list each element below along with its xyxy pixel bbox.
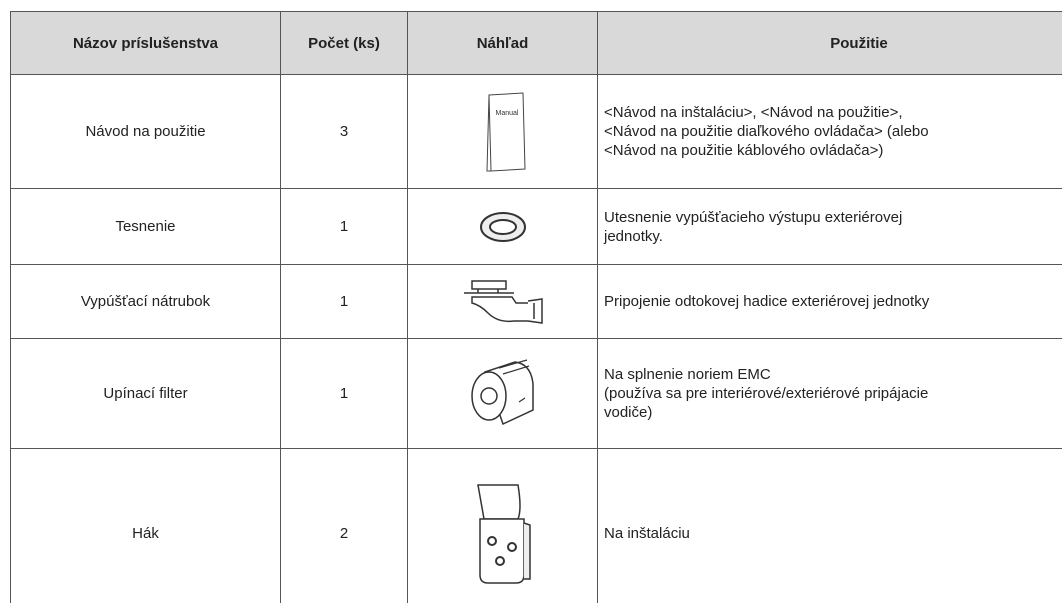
usage-cell: Na splnenie noriem EMC (používa sa pre in… [597, 338, 1062, 449]
preview-cell [407, 338, 598, 449]
accessory-table: Názov príslušenstva Počet (ks) Náhľad Po… [10, 11, 1062, 603]
row: Vypúšťací nátrubok 1 Pripojenie odtokove… [10, 264, 1062, 339]
name-cell: Návod na použitie [10, 74, 281, 189]
usage-line: Na inštaláciu [604, 525, 690, 543]
header-cell: Náhľad [407, 11, 598, 75]
row: Návod na použitie 3 Manual <Návod na inš… [10, 74, 1062, 189]
seal-icon [479, 211, 526, 242]
preview-cell [407, 188, 598, 265]
header-cell: Názov príslušenstva [10, 11, 281, 75]
usage-cell: <Návod na inštaláciu>, <Návod na použiti… [597, 74, 1062, 189]
name-cell: Tesnenie [10, 188, 281, 265]
row: Hák 2 Na inštaláciu [10, 448, 1062, 603]
hook-icon [476, 484, 531, 584]
usage-line: <Návod na inštaláciu>, <Návod na použiti… [604, 104, 903, 121]
header-row: Názov príslušenstva Počet (ks) Náhľad Po… [10, 11, 1062, 75]
row: Tesnenie 1 Utesnenie vypúšťacieho výstup… [10, 188, 1062, 265]
row: Upínací filter 1 Na splnenie noriem EMC (… [10, 338, 1062, 449]
name-cell: Hák [10, 448, 281, 603]
count-cell: 2 [280, 448, 408, 603]
usage-line: (používa sa pre interiérové/exteriérové … [604, 385, 929, 402]
usage-cell: Pripojenie odtokovej hadice exteriérovej… [597, 264, 1062, 339]
usage-cell: Na inštaláciu [597, 448, 1062, 603]
manual-label: Manual [495, 110, 518, 117]
count-cell: 3 [280, 74, 408, 189]
filter-icon [470, 358, 534, 425]
usage-line: vodiče) [604, 404, 653, 421]
preview-cell [407, 264, 598, 339]
usage-line: <Návod na použitie káblového ovládača>) [604, 142, 884, 159]
manual-icon: Manual [485, 91, 526, 172]
preview-cell: Manual [407, 74, 598, 189]
preview-cell [407, 448, 598, 603]
count-cell: 1 [280, 188, 408, 265]
name-cell: Upínací filter [10, 338, 281, 449]
count-cell: 1 [280, 338, 408, 449]
count-cell: 1 [280, 264, 408, 339]
usage-line: <Návod na použitie diaľkového ovládača> … [604, 123, 929, 140]
header-cell: Použitie [597, 11, 1062, 75]
name-cell: Vypúšťací nátrubok [10, 264, 281, 339]
usage-line: jednotky. [604, 227, 663, 245]
usage-cell: Utesnenie vypúšťacieho výstupu exteriéro… [597, 188, 1062, 265]
usage-line: Pripojenie odtokovej hadice exteriérovej… [604, 293, 930, 310]
usage-line: Utesnenie vypúšťacieho výstupu exteriéro… [604, 208, 903, 226]
usage-line: Na splnenie noriem EMC [604, 366, 771, 383]
drain-elbow-icon [463, 279, 543, 324]
header-cell: Počet (ks) [280, 11, 408, 75]
